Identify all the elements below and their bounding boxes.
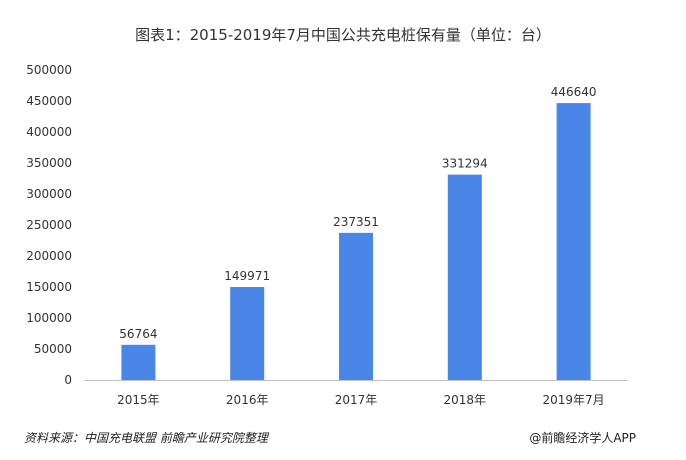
x-tick-label: 2015年	[117, 393, 160, 407]
bar-value-label: 237351	[333, 215, 379, 229]
y-tick-label: 100000	[26, 311, 72, 325]
x-tick-label: 2016年	[226, 393, 269, 407]
bar-value-label: 149971	[224, 269, 270, 283]
x-axis: 2015年 2016年 2017年 2018年 2019年7月	[84, 380, 628, 407]
bar	[230, 287, 265, 380]
y-tick-label: 50000	[34, 342, 72, 356]
bar	[447, 174, 482, 380]
x-tick-label: 2018年	[444, 393, 487, 407]
bar	[339, 232, 373, 380]
y-tick-label: 200000	[26, 249, 72, 263]
chart-title: 图表1：2015-2019年7月中国公共充电桩保有量（单位：台）	[135, 26, 551, 44]
y-tick-label: 300000	[26, 187, 72, 201]
bars: 56764 149971 237351 331294 446640	[119, 85, 597, 381]
y-tick-label: 450000	[26, 94, 72, 108]
bar-value-label: 446640	[551, 85, 597, 99]
y-tick-label: 350000	[26, 156, 72, 170]
bar-value-label: 56764	[119, 327, 157, 341]
y-axis: 0 50000 100000 150000 200000 250000 300000 3500…	[26, 63, 72, 387]
y-tick-label: 0	[64, 373, 72, 387]
credit-text: @前瞻经济学人APP	[529, 431, 636, 445]
bar	[121, 344, 156, 380]
y-tick-label: 400000	[26, 125, 72, 139]
y-tick-label: 500000	[26, 63, 72, 77]
x-tick-label: 2019年7月	[543, 393, 605, 407]
bar	[556, 103, 591, 381]
y-tick-label: 250000	[26, 218, 72, 232]
y-tick-label: 150000	[26, 280, 72, 294]
source-note: 资料来源：中国充电联盟 前瞻产业研究院整理	[24, 431, 268, 445]
bar-value-label: 331294	[442, 157, 488, 171]
x-tick-label: 2017年	[335, 393, 378, 407]
